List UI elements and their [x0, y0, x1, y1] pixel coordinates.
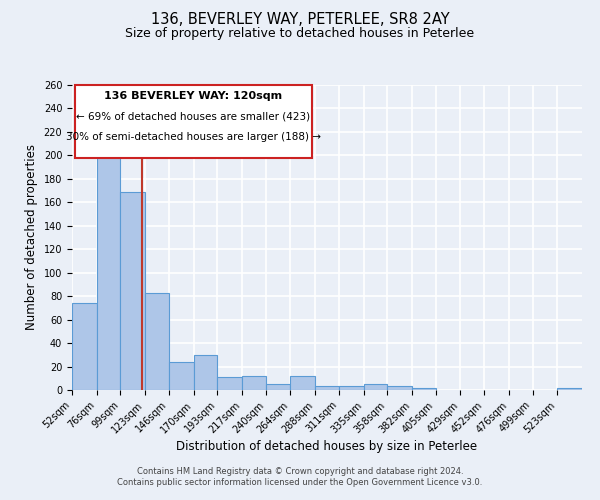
- Text: 136, BEVERLEY WAY, PETERLEE, SR8 2AY: 136, BEVERLEY WAY, PETERLEE, SR8 2AY: [151, 12, 449, 28]
- Bar: [145, 292, 169, 390]
- Text: ← 69% of detached houses are smaller (423): ← 69% of detached houses are smaller (42…: [76, 112, 311, 122]
- Bar: [72, 303, 97, 390]
- Bar: [217, 377, 242, 390]
- Text: Size of property relative to detached houses in Peterlee: Size of property relative to detached ho…: [125, 28, 475, 40]
- Bar: [266, 384, 290, 390]
- Text: Contains public sector information licensed under the Open Government Licence v3: Contains public sector information licen…: [118, 478, 482, 487]
- Y-axis label: Number of detached properties: Number of detached properties: [25, 144, 38, 330]
- Bar: [194, 355, 217, 390]
- Bar: [412, 388, 436, 390]
- Bar: [364, 384, 387, 390]
- Bar: [339, 386, 364, 390]
- Bar: [169, 362, 194, 390]
- Text: 30% of semi-detached houses are larger (188) →: 30% of semi-detached houses are larger (…: [66, 132, 321, 142]
- Bar: [557, 388, 582, 390]
- Bar: [97, 150, 121, 390]
- Text: 136 BEVERLEY WAY: 120sqm: 136 BEVERLEY WAY: 120sqm: [104, 91, 283, 101]
- Bar: [315, 386, 339, 390]
- Bar: [242, 376, 266, 390]
- Bar: [387, 386, 412, 390]
- Text: Contains HM Land Registry data © Crown copyright and database right 2024.: Contains HM Land Registry data © Crown c…: [137, 467, 463, 476]
- Bar: [290, 376, 315, 390]
- X-axis label: Distribution of detached houses by size in Peterlee: Distribution of detached houses by size …: [176, 440, 478, 453]
- Bar: [121, 192, 145, 390]
